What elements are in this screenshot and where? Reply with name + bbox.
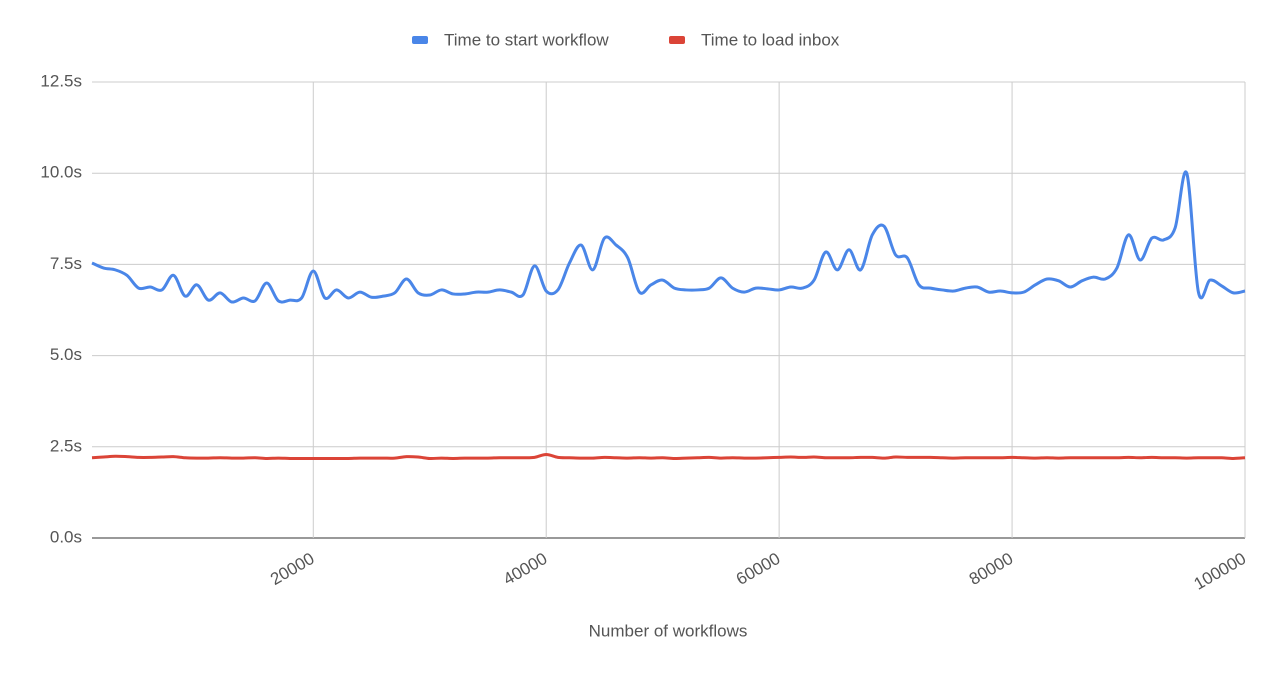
y-tick-label: 0.0s: [50, 527, 82, 546]
y-tick-label: 7.5s: [50, 254, 82, 273]
x-tick-label: 40000: [500, 549, 550, 589]
x-tick-label: 20000: [267, 549, 317, 589]
x-axis-label: Number of workflows: [589, 621, 748, 640]
y-tick-label: 12.5s: [40, 71, 82, 90]
x-tick-label: 100000: [1191, 549, 1250, 594]
x-tick-label: 80000: [966, 549, 1016, 589]
y-tick-label: 10.0s: [40, 163, 82, 182]
legend-label: Time to start workflow: [444, 30, 609, 49]
line-series: [91, 170, 1246, 304]
legend-swatch: [412, 36, 428, 44]
legend-swatch: [669, 36, 685, 44]
line-series: [91, 452, 1246, 461]
y-tick-label: 5.0s: [50, 345, 82, 364]
x-tick-label: 60000: [733, 549, 783, 589]
y-tick-label: 2.5s: [50, 436, 82, 455]
legend-label: Time to load inbox: [701, 30, 840, 49]
